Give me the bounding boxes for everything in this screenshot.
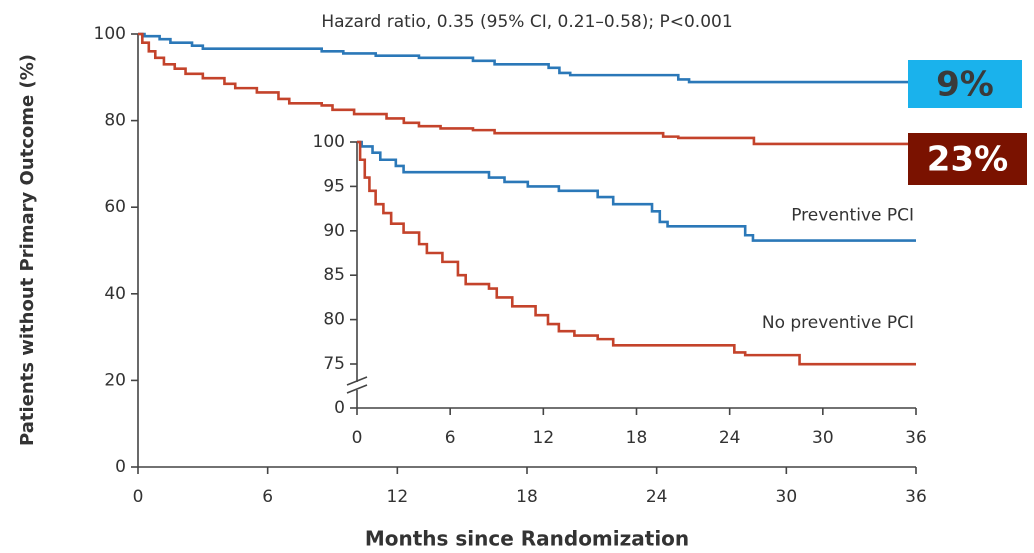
- axis-break: [346, 384, 368, 394]
- y-tick-label: 75: [323, 354, 345, 374]
- series-line: [138, 32, 916, 146]
- x-tick-label: 6: [262, 487, 273, 507]
- series-line: [138, 32, 916, 84]
- axis-break: [346, 376, 368, 386]
- y-axis-label: Patients without Primary Outcome (%): [17, 54, 38, 446]
- y-tick-label: 90: [323, 221, 345, 241]
- x-tick-label: 18: [626, 428, 648, 448]
- x-axis-label: Months since Randomization: [365, 527, 689, 551]
- x-tick-label: 30: [776, 487, 798, 507]
- x-tick-label: 24: [646, 487, 668, 507]
- callout-box: [908, 133, 1027, 185]
- x-tick-label: 36: [905, 428, 927, 448]
- y-tick-label: 85: [323, 265, 345, 285]
- series-line: [357, 140, 916, 366]
- y-tick-label: 0: [334, 398, 345, 418]
- series-label: Preventive PCI: [791, 206, 914, 226]
- chart-annotation: Hazard ratio, 0.35 (95% CI, 0.21–0.58); …: [321, 12, 732, 32]
- series-line: [357, 140, 916, 242]
- y-tick-label: 20: [104, 370, 126, 390]
- y-tick-label: 80: [104, 111, 126, 131]
- callout-text: 9%: [936, 65, 994, 105]
- y-tick-label: 40: [104, 284, 126, 304]
- x-tick-label: 12: [387, 487, 409, 507]
- series-label: No preventive PCI: [762, 313, 914, 333]
- x-tick-label: 6: [445, 428, 456, 448]
- x-tick-label: 24: [719, 428, 741, 448]
- x-tick-label: 12: [533, 428, 555, 448]
- y-tick-label: 95: [323, 176, 345, 196]
- x-tick-label: 0: [352, 428, 363, 448]
- x-tick-label: 36: [905, 487, 927, 507]
- y-tick-label: 0: [115, 457, 126, 477]
- y-tick-label: 60: [104, 197, 126, 217]
- x-tick-label: 0: [133, 487, 144, 507]
- callout-text: 23%: [927, 140, 1008, 180]
- callout-box: [908, 60, 1022, 108]
- x-tick-label: 18: [516, 487, 538, 507]
- y-tick-label: 100: [94, 24, 126, 44]
- y-tick-label: 100: [313, 132, 345, 152]
- y-tick-label: 80: [323, 310, 345, 330]
- x-tick-label: 30: [812, 428, 834, 448]
